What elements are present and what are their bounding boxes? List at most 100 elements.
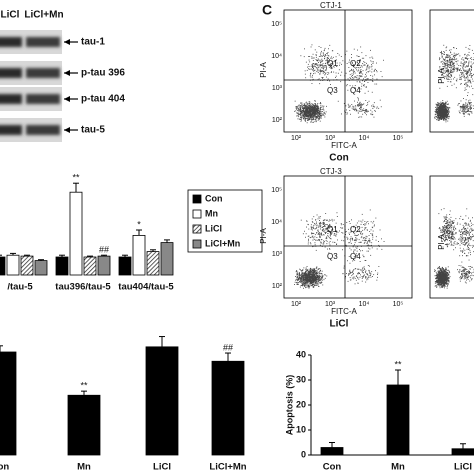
- flow-event: [467, 54, 469, 55]
- flow-event: [336, 65, 338, 67]
- flow-event: [370, 273, 372, 275]
- flow-event: [469, 48, 471, 50]
- flow-event: [444, 284, 446, 286]
- flow-event: [302, 277, 304, 279]
- flow-event: [327, 80, 328, 81]
- flow-event: [303, 104, 305, 106]
- lane-label: LiCl+Mn: [24, 10, 63, 21]
- flow-event: [360, 103, 362, 105]
- flow-event: [367, 111, 368, 113]
- flow-event: [361, 250, 363, 252]
- flow-event: [313, 276, 315, 277]
- flow-event: [439, 67, 441, 69]
- flow-event: [310, 243, 312, 245]
- flow-event: [320, 278, 322, 280]
- flow-event: [442, 66, 444, 67]
- flow-event: [306, 281, 308, 283]
- flow-event: [333, 234, 335, 236]
- flow-event: [320, 116, 322, 118]
- flow-event: [313, 274, 315, 276]
- flow-event: [308, 271, 310, 273]
- flow-event: [301, 106, 303, 107]
- flow-event: [306, 105, 308, 107]
- flow-event: [314, 69, 316, 71]
- flow-event: [359, 241, 361, 243]
- flow-event: [310, 281, 311, 283]
- flow-event: [465, 46, 467, 48]
- flow-event: [371, 271, 373, 273]
- flow-event: [355, 276, 357, 277]
- flow-event: [354, 239, 356, 241]
- flow-event: [357, 268, 359, 270]
- flow-event: [301, 270, 303, 272]
- flow-event: [329, 233, 331, 235]
- flow-event: [450, 61, 452, 63]
- flow-event: [302, 284, 304, 286]
- flow-event: [361, 269, 363, 271]
- flow-event: [300, 269, 301, 271]
- flow-event: [309, 237, 311, 239]
- flow-event: [311, 121, 313, 123]
- flow-event: [308, 101, 310, 103]
- flow-event: [446, 286, 448, 287]
- flow-event: [359, 72, 361, 74]
- flow-event: [440, 78, 442, 80]
- flow-event: [444, 102, 446, 104]
- flow-event: [318, 64, 320, 66]
- flow-event: [352, 238, 353, 240]
- flow-event: [304, 111, 306, 113]
- flow-event: [358, 242, 360, 243]
- flow-event: [310, 113, 312, 115]
- flow-event: [357, 272, 359, 274]
- flow-event: [358, 64, 360, 66]
- flow-event: [309, 281, 310, 283]
- flow-event: [329, 44, 331, 46]
- flow-event: [471, 111, 473, 113]
- flow-event: [442, 69, 444, 70]
- flow-event: [371, 61, 373, 63]
- flow-event: [452, 69, 454, 71]
- flow-event: [298, 108, 300, 110]
- flow-event: [314, 115, 316, 117]
- flow-event: [440, 274, 442, 276]
- flow-event: [364, 62, 366, 63]
- flow-event: [326, 59, 328, 61]
- flow-event: [327, 78, 329, 80]
- quadrant-label: Q2: [350, 59, 361, 68]
- flow-event: [308, 275, 310, 277]
- flow-event: [446, 100, 448, 102]
- flow-event: [463, 113, 465, 115]
- flow-event: [465, 82, 467, 84]
- flow-event: [311, 278, 312, 279]
- flow-event: [444, 104, 446, 106]
- flow-event: [305, 109, 307, 111]
- flow-event: [442, 108, 444, 109]
- flow-event: [444, 119, 446, 121]
- flow-event: [308, 114, 310, 116]
- flow-event: [442, 108, 444, 110]
- flow-event: [318, 286, 320, 287]
- flow-event: [307, 102, 309, 104]
- flow-event: [434, 275, 436, 277]
- flow-event: [471, 107, 472, 109]
- flow-event: [301, 119, 302, 121]
- flow-event: [465, 57, 467, 58]
- flow-event: [307, 271, 309, 273]
- flow-event: [312, 279, 314, 280]
- flow-event: [436, 278, 438, 280]
- flow-event: [444, 62, 446, 64]
- flow-event: [444, 58, 446, 60]
- flow-event: [468, 103, 470, 105]
- flow-event: [447, 69, 449, 70]
- flow-event: [350, 272, 352, 273]
- flow-event: [440, 110, 442, 112]
- flow-event: [311, 109, 313, 110]
- flow-event: [436, 110, 437, 112]
- flow-event: [300, 270, 302, 271]
- flow-event: [352, 271, 354, 273]
- flow-event: [448, 79, 450, 80]
- flow-event: [440, 284, 442, 286]
- flow-event: [363, 275, 365, 277]
- flow-event: [313, 273, 315, 275]
- flow-event: [313, 107, 315, 109]
